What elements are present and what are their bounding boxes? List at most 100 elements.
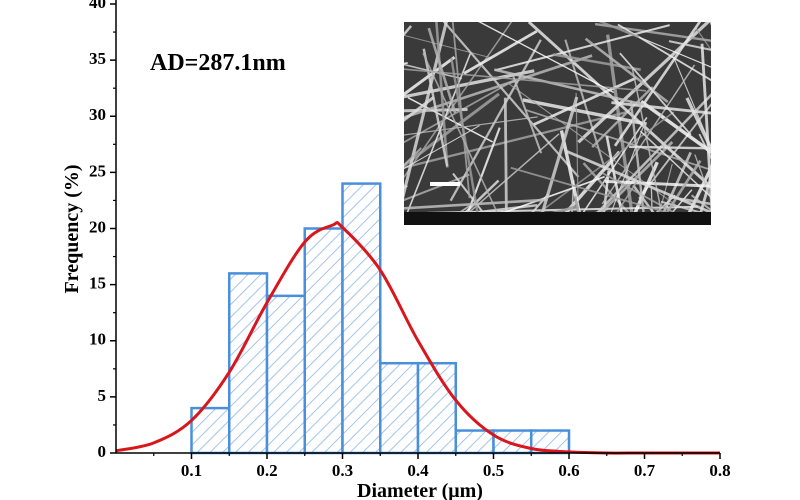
y-tick-label: 35 — [89, 49, 106, 68]
fiber — [449, 39, 542, 202]
fiber — [668, 40, 711, 51]
fiber — [698, 133, 711, 160]
fiber — [540, 96, 579, 212]
fiber — [404, 25, 413, 37]
fiber — [466, 127, 501, 212]
fiber — [739, 130, 800, 199]
fiber — [718, 166, 800, 236]
fiber — [695, 27, 711, 51]
fiber — [404, 116, 538, 136]
x-tick-label: 0.4 — [407, 461, 429, 480]
fiber — [610, 123, 646, 212]
fiber — [718, 136, 800, 304]
fiber — [598, 22, 639, 38]
fiber — [404, 34, 492, 59]
fiber — [468, 133, 560, 212]
fiber — [404, 22, 448, 199]
fiber — [404, 79, 515, 144]
fiber — [463, 29, 538, 75]
y-tick-label: 5 — [98, 386, 107, 405]
fiber — [533, 76, 637, 126]
fiber — [718, 14, 799, 92]
fiber — [510, 166, 668, 212]
fiber — [673, 57, 711, 149]
fiber — [404, 92, 500, 168]
x-tick-label: 0.2 — [256, 461, 277, 480]
fiber — [404, 125, 480, 170]
fiber — [459, 218, 525, 267]
fiber — [469, 203, 538, 212]
fiber — [312, 132, 392, 151]
fiber — [638, 36, 711, 68]
fiber — [723, 17, 797, 64]
fiber — [633, 161, 659, 212]
fiber — [404, 54, 593, 119]
fiber — [632, 184, 655, 212]
x-tick-label: 0.3 — [332, 461, 353, 480]
y-tick-label: 20 — [89, 217, 106, 236]
x-tick-label: 0.8 — [709, 461, 730, 480]
y-tick-label: 30 — [89, 105, 106, 124]
y-tick-label: 10 — [89, 330, 106, 349]
fiber — [575, 92, 579, 198]
fiber — [406, 53, 472, 212]
fiber — [591, 86, 654, 148]
fiber — [432, 222, 435, 326]
bar — [492, 429, 533, 455]
fiber — [454, 214, 699, 306]
fiber — [738, 18, 776, 156]
y-tick-label: 15 — [89, 274, 106, 293]
fiber — [527, 22, 711, 189]
fiber — [427, 27, 457, 114]
annotation: AD=287.1nm — [150, 50, 286, 76]
fiber — [404, 111, 627, 169]
y-axis-label: Frequency (%) — [61, 164, 83, 293]
fiber — [452, 172, 484, 212]
fiber — [422, 52, 498, 212]
fiber — [559, 130, 581, 212]
x-tick-label: 0.1 — [181, 461, 202, 480]
fiber — [668, 195, 711, 206]
fiber — [443, 235, 634, 336]
fiber — [404, 22, 513, 179]
fiber — [606, 34, 634, 212]
fiber — [503, 97, 508, 212]
fiber — [404, 63, 462, 80]
fiber — [565, 149, 711, 212]
fiber — [577, 22, 711, 144]
fiber — [552, 53, 641, 71]
y-tick-label: 0 — [98, 442, 107, 461]
fiber — [604, 179, 711, 188]
fiber — [639, 130, 711, 199]
fiber — [598, 227, 686, 288]
bar — [454, 429, 495, 455]
fiber — [404, 96, 435, 122]
fiber — [380, 221, 455, 317]
fiber — [721, 168, 800, 222]
fiber — [450, 57, 479, 212]
fiber — [564, 150, 621, 212]
fiber — [512, 75, 543, 154]
fiber — [650, 188, 653, 212]
fiber — [494, 24, 670, 72]
fiber — [420, 221, 619, 308]
fiber — [451, 22, 471, 199]
y-tick-label: 40 — [89, 0, 106, 12]
sem-inset-image — [312, 14, 800, 336]
bar — [265, 294, 306, 455]
y-tick-label: 25 — [89, 161, 106, 180]
x-tick-label: 0.6 — [558, 461, 579, 480]
fiber — [665, 159, 702, 212]
x-tick-label: 0.7 — [634, 461, 656, 480]
bar — [379, 361, 420, 455]
fiber — [631, 67, 662, 208]
fiber — [694, 154, 711, 202]
fiber — [659, 163, 673, 212]
fiber — [571, 180, 575, 212]
fiber — [613, 22, 702, 147]
bar — [341, 182, 382, 455]
fiber — [478, 22, 615, 94]
x-axis-label: Diameter (μm) — [357, 480, 483, 500]
fiber — [522, 98, 647, 126]
